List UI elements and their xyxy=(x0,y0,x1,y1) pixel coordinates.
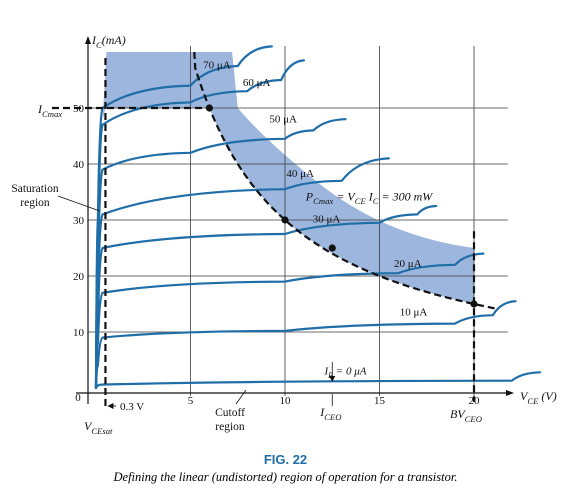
pcmax-label-part: CE xyxy=(355,196,367,206)
ib-curve-1 xyxy=(94,300,517,390)
bvceo-label: BVCEO xyxy=(450,407,483,424)
pcmax-label-part: P xyxy=(305,189,314,203)
y-tick-label: 30 xyxy=(73,215,85,227)
vce-sat-label-part: CEsat xyxy=(91,426,113,436)
pcmax-label-part: = 300 mW xyxy=(378,189,433,203)
saturation-label-line2: region xyxy=(20,197,50,209)
curve-label-5: 50 μA xyxy=(269,114,297,126)
saturation-pointer xyxy=(57,195,100,212)
y-axis-arrow xyxy=(85,36,91,44)
y-tick-label: 50 xyxy=(73,103,85,115)
y-tick-label: 40 xyxy=(73,159,85,171)
pcmax-label-part: C xyxy=(373,196,379,206)
iceo-arrow-head xyxy=(329,376,336,382)
limit-point xyxy=(328,244,336,252)
pcmax-label-part: I xyxy=(366,189,374,203)
cutoff-label-line2: region xyxy=(215,421,245,433)
curve-label-4-part: 40 μA xyxy=(286,168,314,180)
curve-label-7-part: 70 μA xyxy=(203,60,231,72)
origin-label: 0 xyxy=(75,392,81,404)
curve-label-1: 10 μA xyxy=(400,307,428,319)
pcmax-label-part: = V xyxy=(333,189,356,203)
pcmax-label-part: Cmax xyxy=(313,196,333,206)
iceo-label: ICEO xyxy=(319,405,342,422)
saturation-label-line1: Saturation xyxy=(11,183,59,195)
vce-sat-label: VCEsat xyxy=(84,419,113,436)
y-tick-label: 20 xyxy=(73,271,85,283)
figure-caption: Defining the linear (undistorted) region… xyxy=(113,470,458,484)
figure-number: FIG. 22 xyxy=(263,452,308,467)
x-axis-title-part: V xyxy=(520,389,529,403)
curve-label-2-part: 20 μA xyxy=(394,258,422,270)
x-tick-label: 5 xyxy=(188,395,194,407)
icmax-label: ICmax xyxy=(37,102,62,119)
vce-sat-arrow xyxy=(107,403,114,409)
ib-curve-5 xyxy=(94,118,347,390)
curve-label-3: 30 μA xyxy=(313,213,341,225)
icmax-label-part: Cmax xyxy=(42,109,62,119)
x-tick-label: 20 xyxy=(469,395,481,407)
x-axis-title: VCE (V) xyxy=(520,389,557,406)
curve-label-7: 70 μA xyxy=(203,60,231,72)
curve-label-0-part: B xyxy=(328,371,333,380)
ib-curve-2 xyxy=(94,252,485,390)
y-tick-label: 10 xyxy=(73,327,85,339)
iceo-label-part: I xyxy=(319,405,325,419)
cutoff-label-line1: Cutoff xyxy=(215,407,245,419)
curve-label-4: 40 μA xyxy=(286,168,314,180)
x-tick-label: 10 xyxy=(280,395,292,407)
vce-sat-label-part: V xyxy=(84,419,93,433)
curve-label-6: 60 μA xyxy=(243,77,271,89)
curve-label-3-part: 30 μA xyxy=(313,213,341,225)
x-axis-title-part: (V) xyxy=(538,389,556,403)
linear-region-shading xyxy=(102,52,475,304)
y-axis-title-part: C xyxy=(96,40,102,50)
curve-label-1-part: 10 μA xyxy=(400,307,428,319)
x-axis-arrow xyxy=(506,390,514,396)
y-axis-title: IC(mA) xyxy=(91,33,126,50)
limit-point xyxy=(205,104,213,112)
bvceo-label-part: BV xyxy=(450,407,466,421)
curve-label-6-part: 60 μA xyxy=(243,77,271,89)
cutoff-pointer xyxy=(235,389,247,405)
curve-label-0-part: = 0 μA xyxy=(333,366,367,378)
y-axis-title-part: I xyxy=(91,33,97,47)
curve-label-0: IB = 0 μA xyxy=(324,366,367,381)
limit-point xyxy=(281,216,289,224)
curve-label-0-part: I xyxy=(324,366,330,378)
curve-label-5-part: 50 μA xyxy=(269,114,297,126)
icmax-label-part: I xyxy=(37,102,43,116)
curve-label-2: 20 μA xyxy=(394,258,422,270)
ib-curve-7 xyxy=(94,45,273,390)
pcmax-label: PCmax = VCE IC = 300 mW xyxy=(305,189,433,206)
y-axis-title-part: (mA) xyxy=(102,33,126,47)
x-axis-title-part: CE xyxy=(527,396,539,406)
iceo-label-part: CEO xyxy=(324,412,342,422)
vce-sat-value-label: 0.3 V xyxy=(120,401,144,413)
ib-curve-6 xyxy=(94,59,305,390)
pcmax-hyperbola xyxy=(193,51,498,310)
x-tick-label: 15 xyxy=(374,395,386,407)
limit-point xyxy=(470,300,478,308)
bvceo-label-part: CEO xyxy=(465,414,483,424)
